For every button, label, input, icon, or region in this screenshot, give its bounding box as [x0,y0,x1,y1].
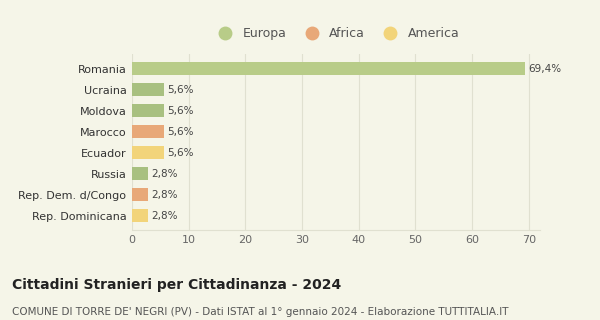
Legend: Europa, Africa, America: Europa, Africa, America [208,22,464,45]
Bar [132,167,148,180]
Bar [132,146,164,159]
Text: 5,6%: 5,6% [167,106,194,116]
Bar [132,62,525,76]
Text: 2,8%: 2,8% [151,211,178,221]
Bar [132,104,164,117]
Text: Cittadini Stranieri per Cittadinanza - 2024: Cittadini Stranieri per Cittadinanza - 2… [12,278,341,292]
Text: 2,8%: 2,8% [151,169,178,179]
Text: 69,4%: 69,4% [529,64,562,74]
Text: 5,6%: 5,6% [167,148,194,158]
Bar [132,209,148,222]
Bar [132,84,164,96]
Text: 2,8%: 2,8% [151,190,178,200]
Bar [132,125,164,139]
Bar [132,188,148,201]
Text: COMUNE DI TORRE DE' NEGRI (PV) - Dati ISTAT al 1° gennaio 2024 - Elaborazione TU: COMUNE DI TORRE DE' NEGRI (PV) - Dati IS… [12,307,509,317]
Text: 5,6%: 5,6% [167,85,194,95]
Text: 5,6%: 5,6% [167,127,194,137]
